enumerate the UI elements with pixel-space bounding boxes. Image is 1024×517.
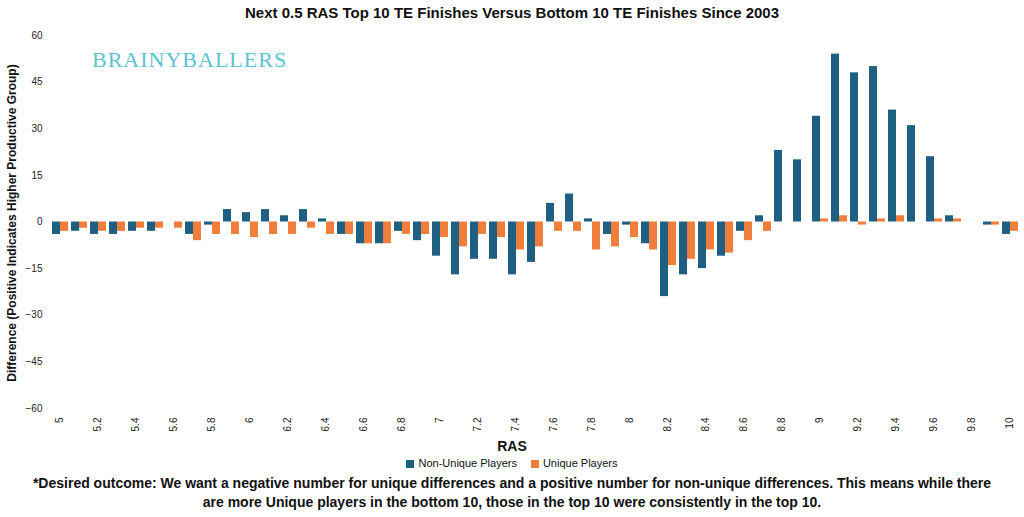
svg-text:−45: −45 bbox=[26, 356, 43, 367]
svg-text:9: 9 bbox=[814, 417, 825, 423]
svg-text:7.6: 7.6 bbox=[548, 417, 559, 431]
html-text:are more Unique players in the: are more Unique players in the bottom 10… bbox=[202, 494, 822, 510]
svg-text:6.6: 6.6 bbox=[358, 417, 369, 431]
svg-text:7.4: 7.4 bbox=[510, 417, 521, 431]
svg-text:6.2: 6.2 bbox=[282, 417, 293, 431]
svg-text:9.2: 9.2 bbox=[852, 417, 863, 431]
svg-text:0: 0 bbox=[37, 216, 43, 227]
html-text:RAS: RAS bbox=[497, 438, 527, 454]
svg-text:7.2: 7.2 bbox=[472, 417, 483, 431]
html-text:BRAINYBALLERS: BRAINYBALLERS bbox=[92, 47, 288, 72]
svg-text:6: 6 bbox=[244, 417, 255, 423]
svg-text:9.4: 9.4 bbox=[890, 417, 901, 431]
svg-text:5.2: 5.2 bbox=[92, 417, 103, 431]
svg-text:9.8: 9.8 bbox=[966, 417, 977, 431]
html-text:Difference (Positive Indicates: Difference (Positive Indicates Higher Pr… bbox=[5, 64, 19, 382]
svg-text:6.8: 6.8 bbox=[396, 417, 407, 431]
svg-text:5.8: 5.8 bbox=[206, 417, 217, 431]
svg-text:7.8: 7.8 bbox=[586, 417, 597, 431]
html-text:Next 0.5 RAS Top 10 TE Finishe: Next 0.5 RAS Top 10 TE Finishes Versus B… bbox=[245, 4, 779, 21]
svg-text:8.2: 8.2 bbox=[662, 417, 673, 431]
html-text:Unique Players: Unique Players bbox=[542, 457, 618, 469]
svg-text:5.6: 5.6 bbox=[168, 417, 179, 431]
svg-text:8.8: 8.8 bbox=[776, 417, 787, 431]
svg-text:−60: −60 bbox=[26, 403, 43, 414]
svg-text:7: 7 bbox=[434, 417, 445, 423]
svg-text:15: 15 bbox=[31, 170, 43, 181]
svg-text:45: 45 bbox=[31, 76, 43, 87]
svg-text:8.6: 8.6 bbox=[738, 417, 749, 431]
svg-text:30: 30 bbox=[31, 123, 43, 134]
svg-text:5: 5 bbox=[54, 417, 65, 423]
svg-text:8: 8 bbox=[624, 417, 635, 423]
svg-text:−15: −15 bbox=[26, 263, 43, 274]
svg-text:9.6: 9.6 bbox=[928, 417, 939, 431]
svg-text:5.4: 5.4 bbox=[130, 417, 141, 431]
svg-text:−30: −30 bbox=[26, 309, 43, 320]
html-text:Non-Unique Players: Non-Unique Players bbox=[418, 457, 517, 469]
html-text:*Desired outcome: We want a ne: *Desired outcome: We want a negative num… bbox=[32, 475, 992, 491]
svg-text:60: 60 bbox=[31, 30, 43, 41]
svg-text:8.4: 8.4 bbox=[700, 417, 711, 431]
svg-text:10: 10 bbox=[1004, 417, 1015, 429]
svg-text:6.4: 6.4 bbox=[320, 417, 331, 431]
